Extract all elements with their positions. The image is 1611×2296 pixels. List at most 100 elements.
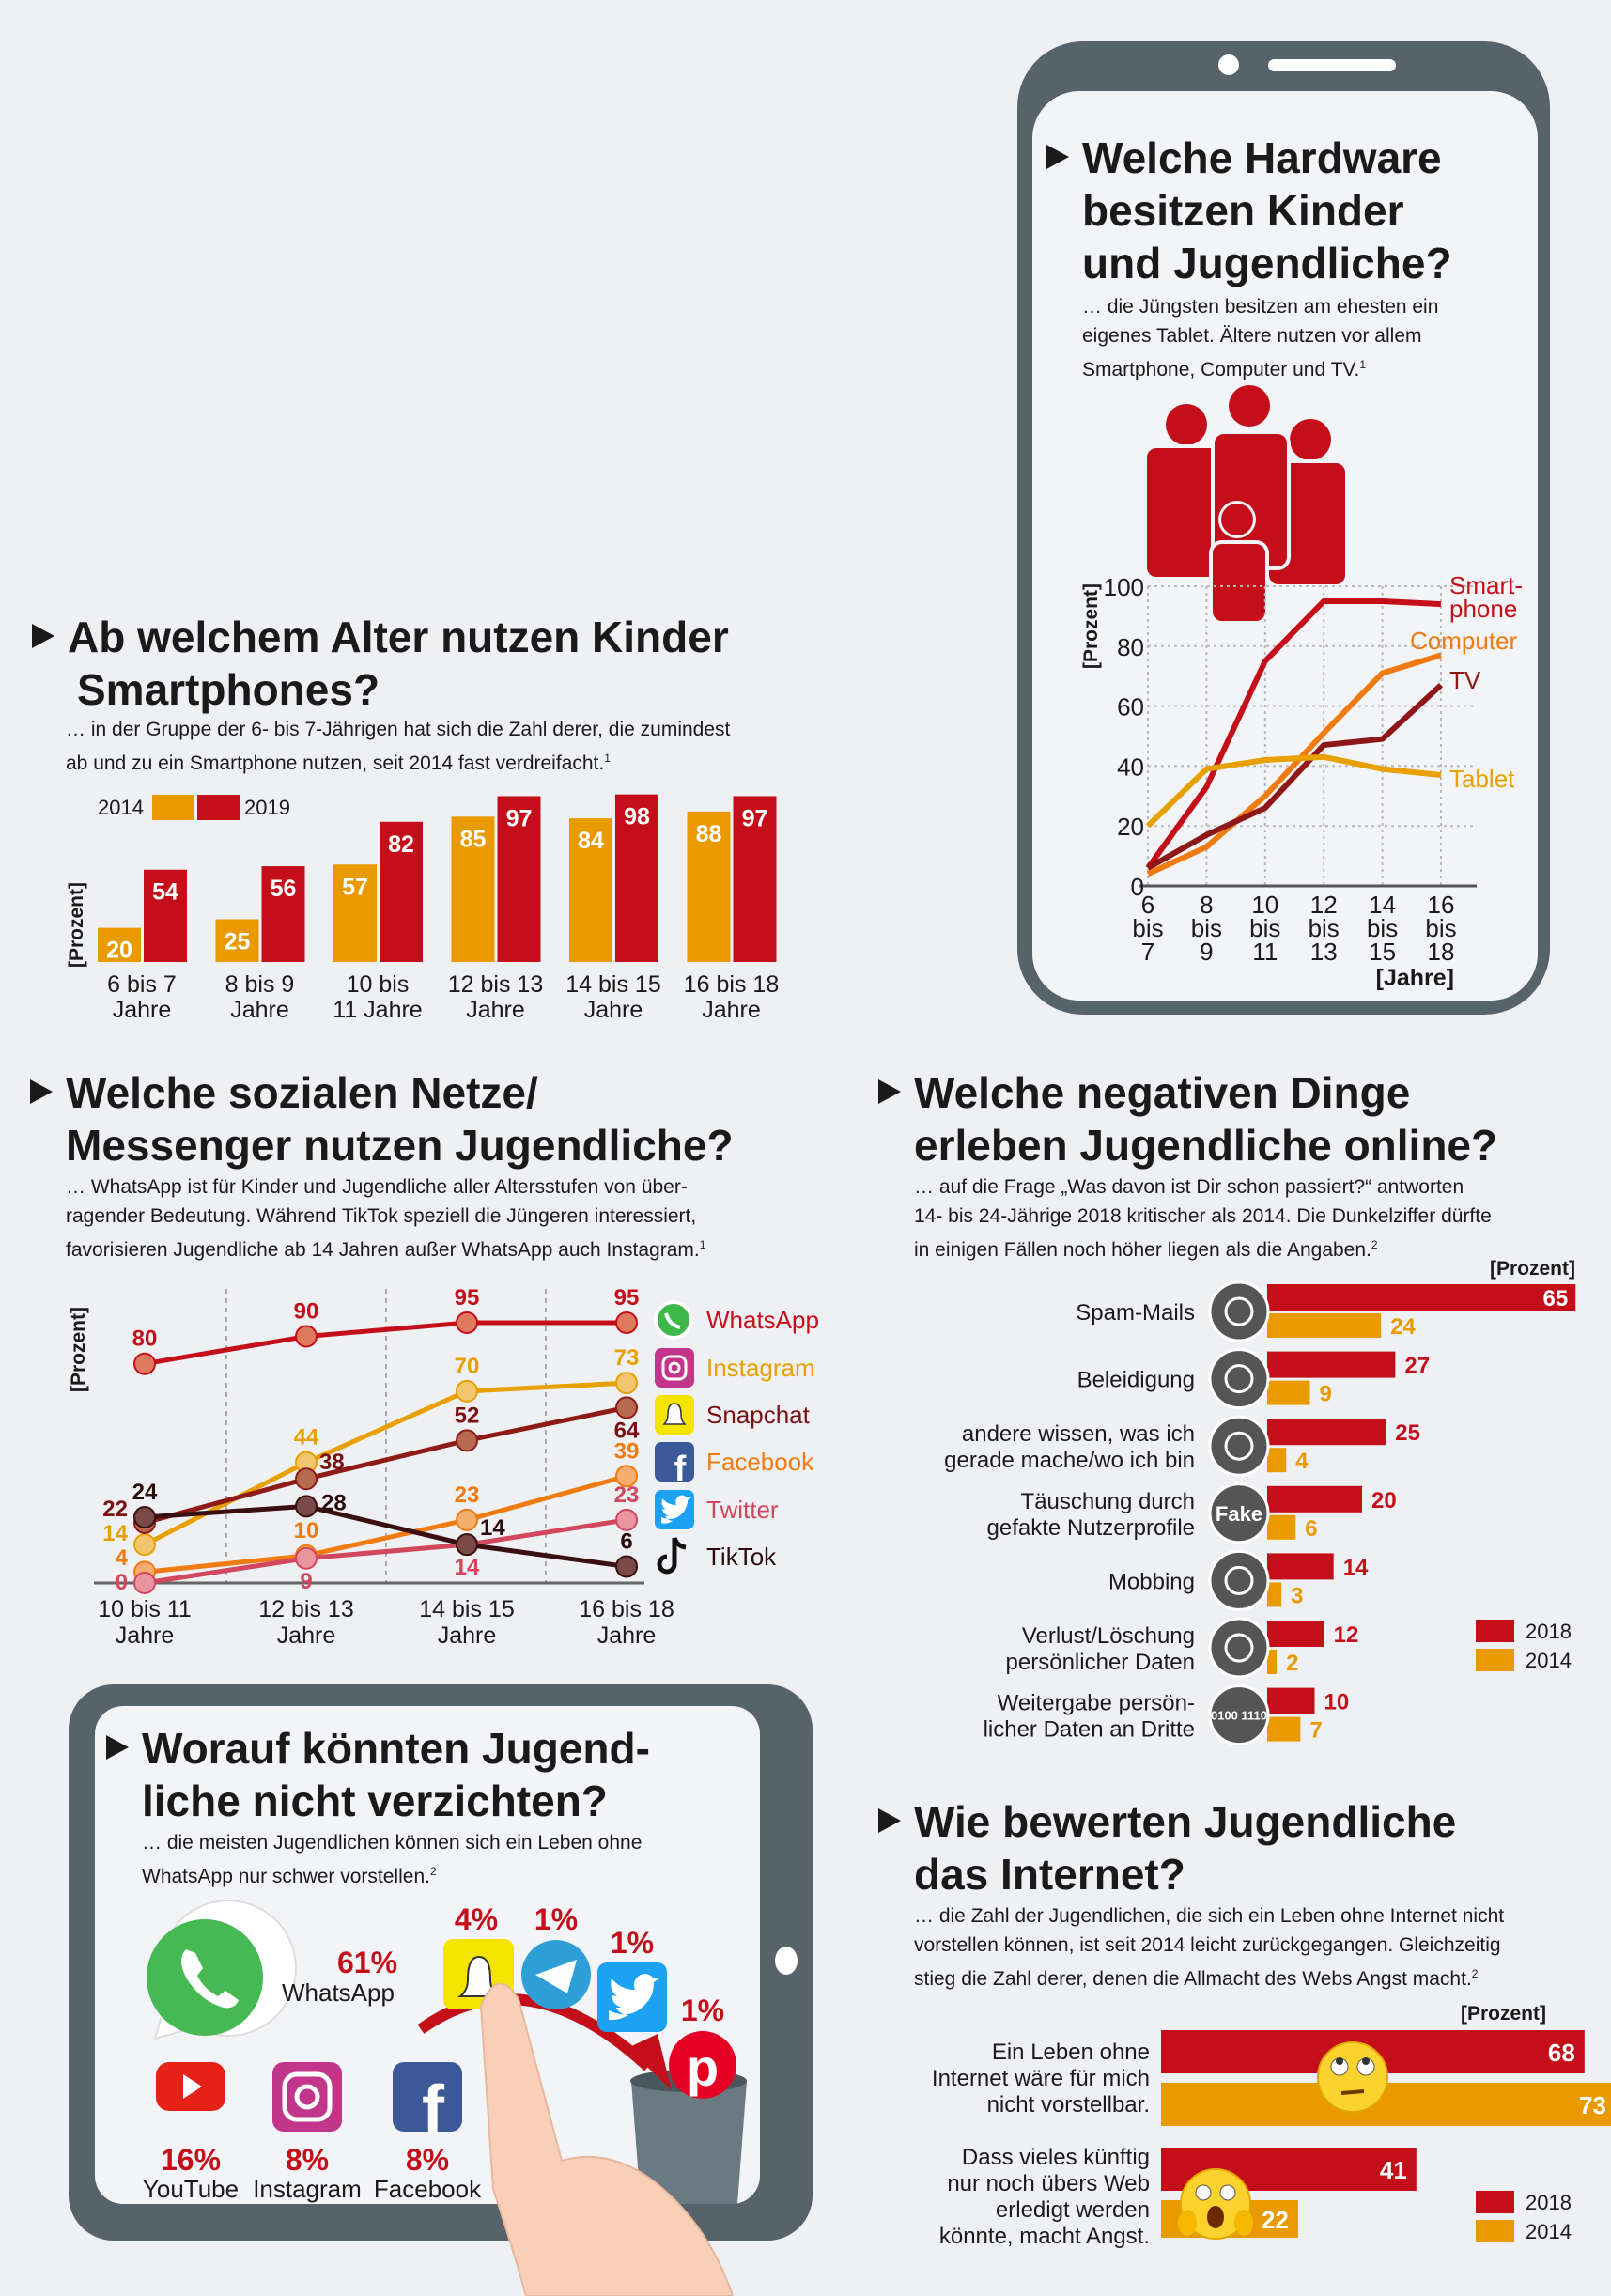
category-label: Ein Leben ohne (992, 2040, 1150, 2065)
emoji-pupil (1362, 2057, 1370, 2065)
x-tick-label: Jahre (230, 997, 289, 1023)
data-label: 64 (614, 1418, 640, 1443)
bubble (147, 1919, 263, 2036)
x-tick-label: bis (1249, 914, 1280, 942)
telegram-icon (521, 1940, 591, 2009)
bar-value-label: 88 (696, 821, 722, 847)
unit-label: [Prozent] (1461, 2003, 1546, 2025)
series-label: Tablet (1449, 765, 1515, 793)
x-tick-label: bis (1309, 914, 1340, 942)
x-tick-label: Jahre (702, 997, 761, 1023)
age-subtitle: … in der Gruppe der 6- bis 7-Jährigen ha… (66, 715, 730, 778)
social-title: Welche sozialen Netze/ Messenger nutzen … (30, 1066, 734, 1171)
internet-title: Wie bewerten Jugendliche das Internet? (878, 1795, 1456, 1900)
subtitle-line: … in der Gruppe der 6- bis 7-Jährigen ha… (66, 719, 731, 740)
x-tick-label: Jahre (466, 997, 525, 1023)
pointing-hand-icon (479, 1982, 735, 2296)
x-tick-label: 7 (1141, 938, 1154, 966)
bar-value-label: 25 (225, 929, 251, 955)
row-4: 14 3 Mobbing (1108, 1549, 1369, 1611)
bar-2019-5 (733, 796, 777, 962)
x-tick-label: 13 (1310, 938, 1338, 966)
emoji-face (1317, 2041, 1388, 2113)
x-tick-label: Jahre (116, 1622, 175, 1649)
legend-label-instagram: Instagram (706, 1354, 815, 1382)
phone-speaker (1268, 59, 1396, 71)
bar-value-label: 20 (106, 938, 132, 964)
hardware-title: Welche Hardware besitzen Kinder und Juge… (1046, 132, 1452, 289)
category-label: Spam-Mails (1076, 1300, 1195, 1326)
legend-label-2019: 2019 (244, 796, 290, 819)
icon-glyph (1224, 1364, 1254, 1394)
x-tick-label: bis (1425, 914, 1456, 942)
x-tick-label: 16 bis 18 (579, 1596, 674, 1622)
bar-value-label: 12 (1334, 1622, 1359, 1648)
series-line-tv (1146, 683, 1444, 871)
ghost-glyph (662, 1403, 687, 1425)
y-axis-label: [Prozent] (68, 1307, 89, 1392)
series-line-tiktok (144, 1503, 627, 1569)
bar-value-label: 10 (1324, 1690, 1350, 1715)
y-axis-label: [Prozent] (66, 882, 87, 968)
x-tick-label: 8 (1200, 891, 1213, 919)
category-label: andere wissen, was ich (962, 1421, 1195, 1447)
icon-glyph: 0100 1110 (1211, 1709, 1267, 1723)
worauf-icons: 61%WhatsApp16%YouTube8%Instagramf8%Faceb… (143, 1900, 747, 2296)
icon-bg (393, 2062, 462, 2132)
phone-camera-icon (1218, 54, 1239, 75)
legend-swatch-2018 (1476, 2191, 1514, 2213)
emoji-hand (1178, 2210, 1197, 2236)
facebook-icon: f (393, 2062, 462, 2148)
y-tick-label: 100 (1104, 573, 1144, 601)
icon-bg (655, 1442, 694, 1482)
scared-emoji-icon (1178, 2168, 1253, 2240)
hardware-subtitle: … die Jüngsten besitzen am ehesten ein e… (1082, 292, 1438, 384)
bar-value-label: 22 (1262, 2206, 1289, 2234)
footnote-marker: 1 (604, 752, 611, 765)
triangle-bullet-icon (106, 1735, 129, 1760)
category-label: licher Daten an Dritte (984, 1717, 1195, 1743)
legend-label-2018: 2018 (1526, 1620, 1572, 1643)
legend-swatch-2019 (197, 795, 240, 820)
internet-subtitle: … die Zahl der Jugendlichen, die sich ei… (914, 1901, 1504, 1993)
data-point-whatsapp (133, 1352, 156, 1375)
subtitle-line: ragender Bedeutung. Während TikTok spezi… (66, 1205, 697, 1227)
legend-swatch-2014 (1476, 2220, 1514, 2242)
legend-label-facebook: Facebook (706, 1448, 814, 1476)
legend-swatch-2014 (1476, 1649, 1514, 1671)
title-line: erleben Jugendliche online? (914, 1121, 1498, 1170)
bar-value-label: 65 (1543, 1286, 1569, 1311)
bar-2014 (1267, 1582, 1282, 1607)
twitter-icon (655, 1490, 694, 1529)
bar-2014 (1267, 1650, 1278, 1674)
arrow-head-icon (627, 2034, 672, 2090)
x-tick-label: bis (1132, 914, 1163, 942)
category-label: Internet wäre für mich (932, 2066, 1150, 2091)
app-name-label: YouTube (143, 2175, 239, 2203)
x-tick-label: Jahre (113, 997, 172, 1023)
skull-icon (1208, 1348, 1270, 1410)
hardware-line-chart: 020406080100[Prozent]6bis78bis910bis1112… (1080, 571, 1523, 991)
data-label: 14 (455, 1555, 480, 1580)
bar-value-label: 41 (1380, 2156, 1407, 2184)
x-tick-label: bis (1367, 914, 1398, 942)
y-tick-label: 20 (1117, 813, 1144, 841)
bar-value-label: 4 (1295, 1449, 1309, 1474)
bar-value-label: 27 (1404, 1354, 1430, 1379)
person-body (1209, 540, 1269, 625)
trash-icon (1208, 1617, 1270, 1679)
data-point-tiktok (615, 1555, 638, 1578)
triangle-bullet-icon (30, 1079, 53, 1104)
title-line: besitzen Kinder (1082, 186, 1404, 235)
x-tick-label: 14 (1369, 891, 1396, 919)
bar-2019-4 (615, 794, 658, 962)
data-label: 90 (294, 1299, 319, 1325)
series-line-snapchat (144, 1404, 627, 1526)
bar-2018 (1267, 1351, 1396, 1378)
bar-2019-3 (497, 796, 541, 962)
subtitle-line: eigenes Tablet. Ältere nutzen vor allem (1082, 325, 1422, 347)
data-point-whatsapp (456, 1311, 478, 1334)
category-label: Täuschung durch (1021, 1489, 1195, 1514)
percent-label: 1% (611, 1926, 654, 1960)
